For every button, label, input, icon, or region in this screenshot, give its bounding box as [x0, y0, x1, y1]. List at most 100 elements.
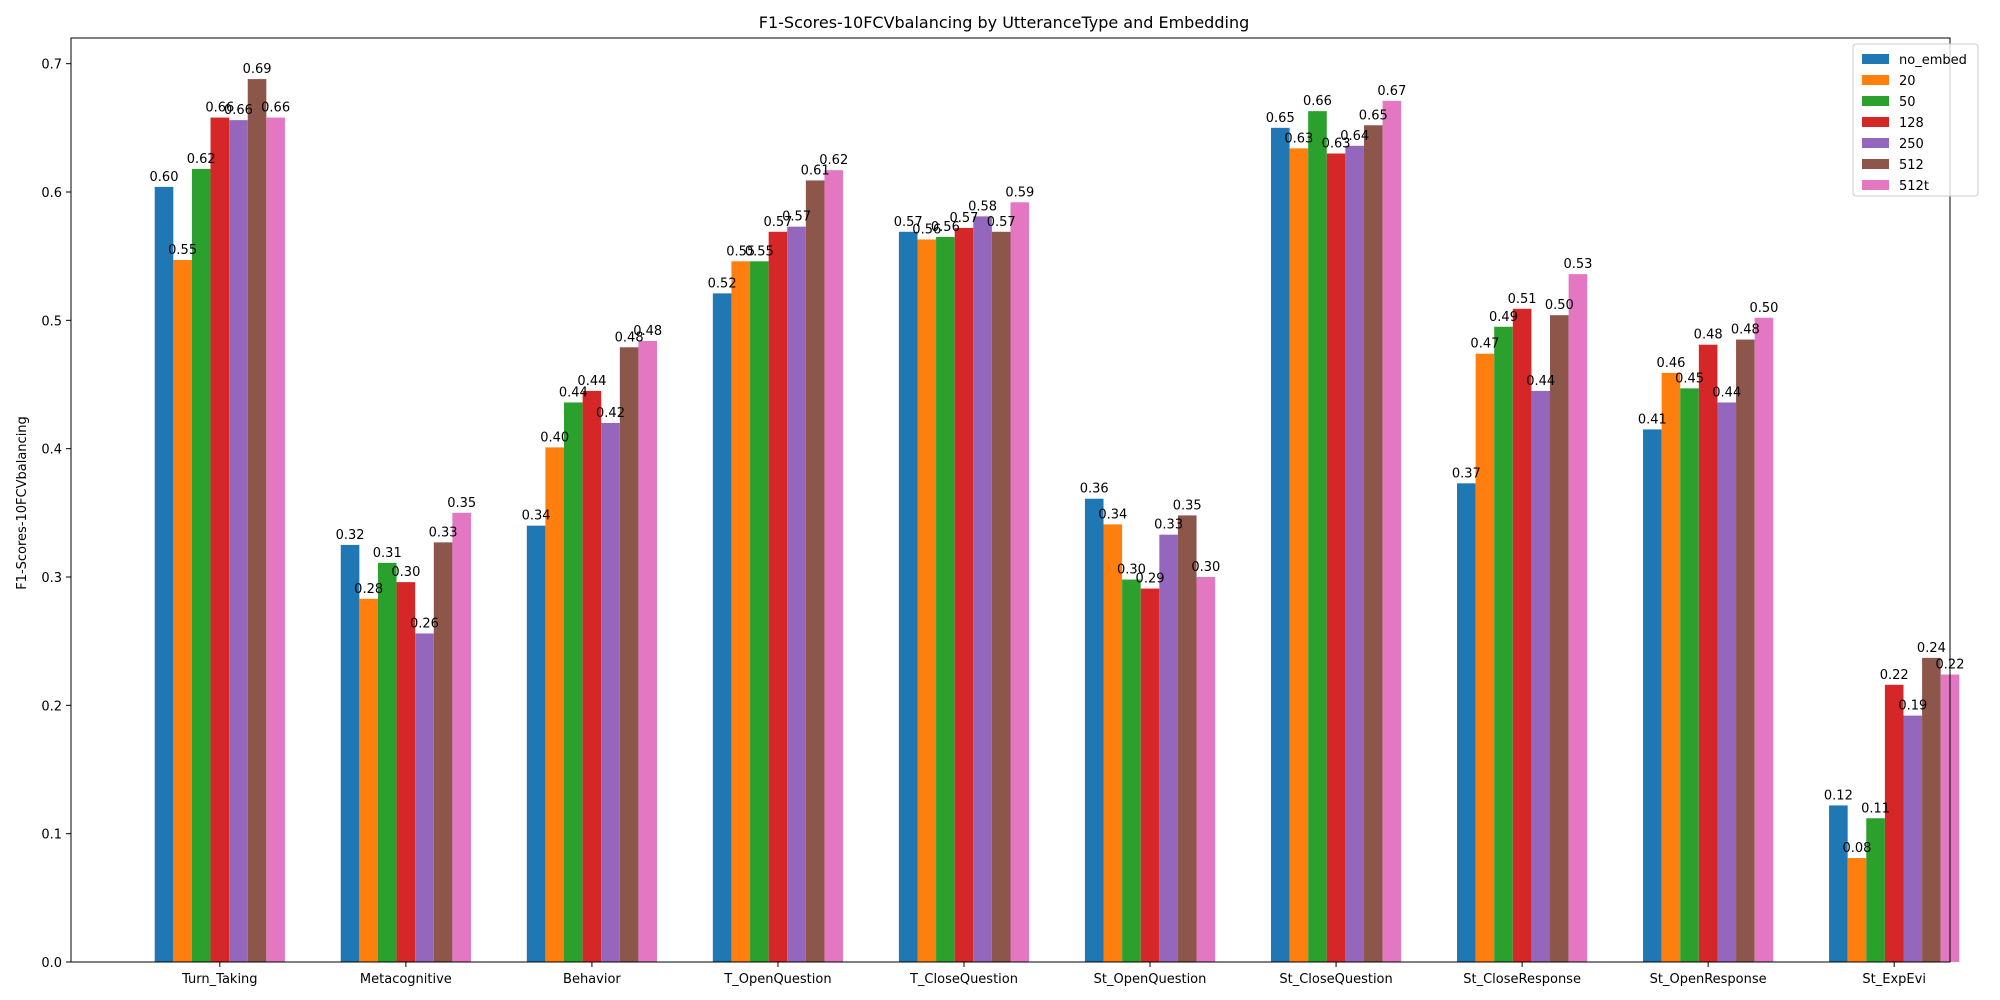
bar-label-250-T_OpenQuestion: 0.57 [782, 210, 811, 225]
bar-20-St_OpenResponse [1661, 372, 1681, 962]
bar-128-Behavior [582, 390, 602, 962]
bar-50-St_ExpEvi [1866, 818, 1885, 962]
bar-250-St_CloseQuestion [1345, 145, 1364, 963]
bar-20-St_CloseQuestion [1289, 148, 1309, 962]
bar-label-512-St_OpenResponse: 0.48 [1731, 323, 1760, 338]
bar-label-128-St_OpenQuestion: 0.29 [1136, 572, 1165, 587]
y-tick-label: 0.4 [41, 443, 62, 458]
x-tick-label-St_OpenQuestion: St_OpenQuestion [1094, 972, 1207, 987]
chart-title: F1-Scores-10FCVbalancing by UtteranceTyp… [759, 13, 1249, 32]
bar-label-50-Behavior: 0.44 [559, 385, 588, 400]
bar-512t-St_CloseQuestion [1382, 100, 1402, 962]
y-tick-label: 0.3 [41, 571, 62, 586]
bar-50-Behavior [564, 402, 583, 963]
y-tick-label: 0.0 [41, 956, 62, 971]
bar-label-20-St_CloseQuestion: 0.63 [1284, 131, 1313, 146]
y-tick-label: 0.2 [41, 699, 62, 714]
bar-50-St_CloseResponse [1494, 326, 1513, 962]
bar-label-128-Metacognitive: 0.30 [391, 565, 420, 580]
bar-label-250-St_OpenQuestion: 0.33 [1154, 518, 1183, 533]
bar-50-T_OpenQuestion [750, 261, 769, 962]
x-tick-label-St_OpenResponse: St_OpenResponse [1650, 972, 1767, 987]
y-tick-label: 0.6 [41, 186, 62, 201]
x-tick-label-St_ExpEvi: St_ExpEvi [1862, 972, 1926, 987]
legend-swatch-512t [1862, 180, 1889, 190]
bar-label-128-St_CloseQuestion: 0.63 [1322, 137, 1351, 152]
bar-label-250-Behavior: 0.42 [596, 406, 625, 421]
bar-no_embed-Behavior [526, 525, 546, 962]
bar-label-20-Behavior: 0.40 [540, 430, 569, 445]
x-tick-label-St_CloseResponse: St_CloseResponse [1463, 972, 1581, 987]
bar-label-no_embed-St_CloseQuestion: 0.65 [1266, 111, 1295, 126]
bar-128-Turn_Taking [210, 117, 230, 962]
bar-label-no_embed-T_CloseQuestion: 0.57 [894, 215, 923, 230]
y-tick-label: 0.7 [41, 58, 62, 73]
bar-label-250-Turn_Taking: 0.66 [224, 103, 253, 118]
bar-label-512t-Turn_Taking: 0.66 [261, 101, 290, 116]
bar-label-20-T_CloseQuestion: 0.56 [912, 222, 941, 237]
bar-label-50-St_CloseResponse: 0.49 [1489, 310, 1518, 325]
bar-250-T_OpenQuestion [787, 226, 806, 962]
bar-label-512t-T_OpenQuestion: 0.62 [819, 153, 848, 168]
bar-label-512-St_CloseQuestion: 0.65 [1359, 108, 1388, 123]
bar-label-250-Metacognitive: 0.26 [410, 616, 439, 631]
bar-label-50-St_ExpEvi: 0.11 [1861, 801, 1890, 816]
bar-label-50-Turn_Taking: 0.62 [187, 152, 216, 167]
x-tick-label-Behavior: Behavior [563, 972, 621, 987]
bar-50-St_CloseQuestion [1308, 111, 1327, 962]
bar-50-Turn_Taking [191, 168, 211, 962]
bar-no_embed-St_CloseQuestion [1270, 127, 1290, 962]
legend-label-128: 128 [1899, 116, 1924, 131]
bar-20-Behavior [545, 447, 564, 962]
bar-label-512-St_OpenQuestion: 0.35 [1173, 498, 1202, 513]
bar-label-250-St_OpenResponse: 0.44 [1712, 385, 1741, 400]
bar-label-no_embed-St_CloseResponse: 0.37 [1452, 466, 1481, 481]
bar-label-128-St_ExpEvi: 0.22 [1880, 668, 1909, 683]
y-axis-title: F1-Scores-10FCVbalancing [15, 416, 30, 590]
bar-512-St_OpenQuestion [1177, 515, 1197, 962]
legend-label-512: 512 [1899, 158, 1924, 173]
bar-label-50-St_CloseQuestion: 0.66 [1303, 94, 1332, 109]
bar-label-128-St_OpenResponse: 0.48 [1694, 328, 1723, 343]
bar-512t-T_OpenQuestion [824, 170, 844, 962]
bar-label-no_embed-St_OpenResponse: 0.41 [1638, 412, 1667, 427]
bar-512t-Metacognitive [452, 512, 471, 962]
bar-label-512t-St_OpenQuestion: 0.30 [1191, 560, 1220, 575]
bar-no_embed-St_OpenQuestion [1084, 498, 1104, 962]
x-tick-label-T_CloseQuestion: T_CloseQuestion [909, 972, 1018, 987]
legend-label-512t: 512t [1899, 179, 1929, 194]
bar-250-Behavior [601, 423, 620, 962]
bar-label-no_embed-Metacognitive: 0.32 [336, 528, 365, 543]
bar-label-512-Metacognitive: 0.33 [429, 525, 458, 540]
bar-label-512-Turn_Taking: 0.69 [243, 62, 272, 77]
bar-label-20-St_OpenResponse: 0.46 [1656, 356, 1685, 371]
bar-512-Turn_Taking [247, 79, 267, 962]
bar-label-512-Behavior: 0.48 [615, 330, 644, 345]
bar-128-St_OpenResponse [1698, 344, 1718, 963]
bar-label-no_embed-St_ExpEvi: 0.12 [1824, 788, 1853, 803]
bar-512t-St_OpenResponse [1754, 317, 1774, 962]
x-tick-label-Turn_Taking: Turn_Taking [181, 972, 257, 987]
bar-512-T_OpenQuestion [805, 180, 825, 962]
bar-512-St_CloseResponse [1550, 315, 1569, 962]
bar-50-St_OpenQuestion [1122, 579, 1141, 962]
bar-128-St_OpenQuestion [1140, 588, 1160, 962]
bar-128-St_CloseQuestion [1326, 153, 1346, 962]
legend-swatch-128 [1862, 117, 1889, 127]
x-tick-label-T_OpenQuestion: T_OpenQuestion [723, 972, 831, 987]
bar-250-St_OpenResponse [1717, 402, 1737, 963]
bar-20-St_OpenQuestion [1103, 524, 1123, 962]
bars-layer [154, 79, 1960, 963]
bar-label-128-T_OpenQuestion: 0.57 [763, 215, 792, 230]
bar-512-Metacognitive [433, 542, 453, 962]
bar-label-50-St_OpenResponse: 0.45 [1675, 371, 1704, 386]
bar-250-T_CloseQuestion [973, 216, 992, 962]
bar-label-20-St_OpenQuestion: 0.34 [1098, 507, 1127, 522]
axes-layer: 0.0 0.1 0.2 0.3 0.4 0.5 0.6 0.7 Turn_Taking Metac… [41, 37, 1951, 987]
bar-512-T_CloseQuestion [991, 231, 1011, 962]
legend-swatch-250 [1862, 138, 1889, 148]
bar-20-St_CloseResponse [1475, 353, 1495, 962]
bar-label-no_embed-St_OpenQuestion: 0.36 [1080, 482, 1109, 497]
bar-label-250-St_CloseQuestion: 0.64 [1340, 129, 1369, 144]
bar-label-20-T_OpenQuestion: 0.55 [726, 244, 755, 259]
